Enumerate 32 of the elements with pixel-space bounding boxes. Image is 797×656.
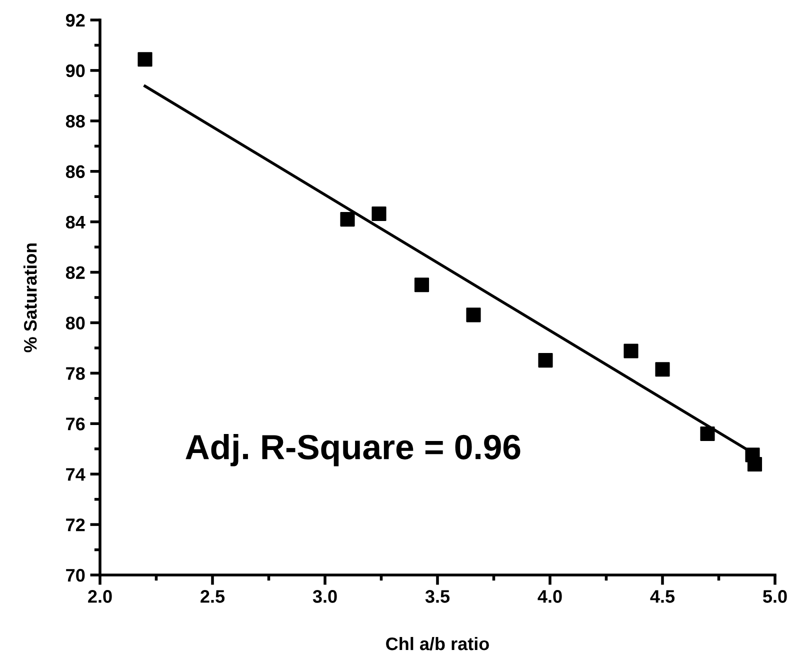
point: [414, 278, 430, 292]
point: [655, 362, 670, 377]
y-tick-label: 90: [66, 64, 85, 78]
y-tick-label: 78: [66, 367, 85, 380]
y-tick-label: 82: [66, 266, 85, 279]
y-tick-label: 86: [66, 165, 85, 178]
x-tick-label: 4.5: [650, 590, 675, 603]
x-axis-title: Chl a/b ratio: [386, 636, 489, 650]
x-tick-label: 5.0: [763, 590, 787, 603]
y-tick-label: 80: [66, 316, 85, 330]
y-tick-label: 72: [66, 518, 85, 532]
y-tick-label: 74: [66, 468, 86, 481]
x-tick-label: 4.0: [538, 590, 562, 603]
point: [700, 426, 715, 442]
point: [624, 344, 638, 358]
y-tick-label: 76: [66, 418, 85, 430]
point: [340, 212, 355, 227]
y-tick-label: 70: [66, 568, 85, 582]
point: [747, 456, 762, 472]
point: [538, 353, 553, 368]
y-axis-title: % Saturation: [24, 243, 37, 352]
x-tick-label: 3.0: [312, 590, 337, 603]
x-tick-label: 3.5: [425, 590, 450, 603]
y-tick-label: 88: [66, 114, 85, 128]
point: [138, 52, 152, 67]
annotation: Adj. R-Square = 0.96: [186, 434, 520, 466]
y-tick-label: 84: [66, 216, 86, 229]
x-tick-label: 2.0: [88, 590, 112, 603]
x-tick-label: 2.5: [200, 590, 225, 603]
point: [466, 308, 481, 322]
y-tick-label: 92: [66, 14, 85, 27]
point: [372, 206, 386, 222]
